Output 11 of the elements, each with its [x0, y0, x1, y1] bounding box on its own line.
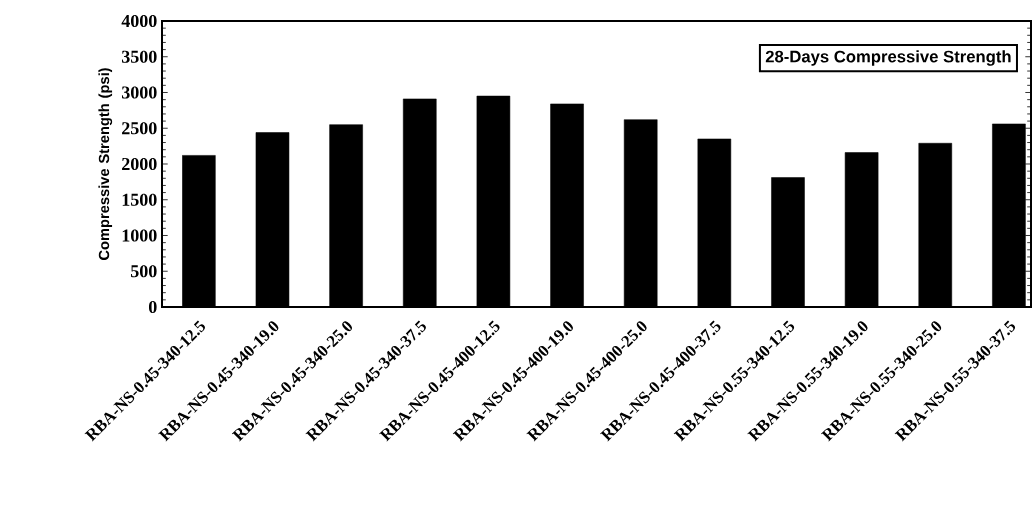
y-tick-label: 1500 — [122, 193, 157, 206]
y-tick-label: 3000 — [121, 86, 157, 99]
y-tick-label: 0 — [148, 300, 157, 314]
y-axis-title: Compressive Strength (psi) — [98, 68, 113, 260]
y-tick-label: 4000 — [121, 14, 157, 28]
y-tick-label: 1000 — [122, 229, 157, 242]
y-tick-label: 3500 — [121, 50, 157, 63]
text: 28-Days Compressive Strength — [765, 50, 1011, 66]
y-tick-label: 2500 — [122, 122, 157, 135]
y-tick-label: 2000 — [122, 157, 157, 171]
y-tick-label: 500 — [131, 265, 157, 278]
